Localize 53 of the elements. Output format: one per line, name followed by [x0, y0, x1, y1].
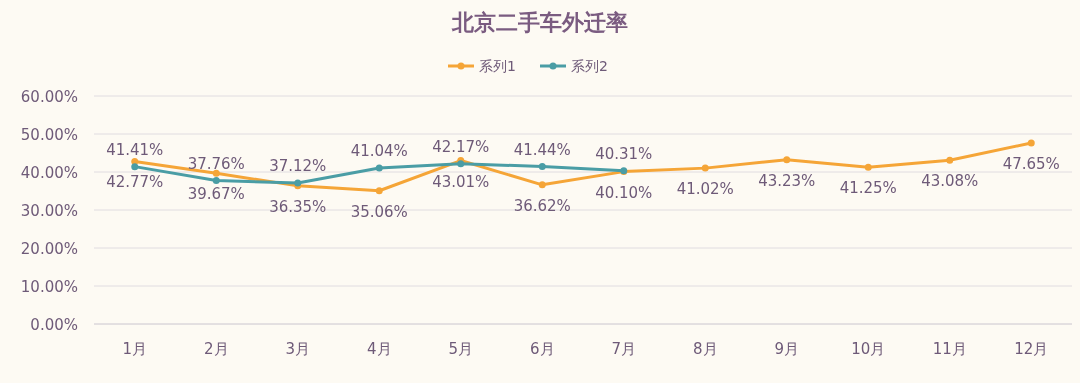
y-tick-label: 30.00%: [20, 202, 78, 220]
data-label: 37.12%: [269, 156, 327, 175]
x-tick-label: 6月: [529, 340, 555, 358]
point: [212, 169, 220, 177]
data-label: 41.04%: [350, 142, 408, 161]
y-tick-label: 40.00%: [20, 164, 78, 182]
data-label: 42.77%: [106, 173, 164, 192]
data-label: 40.10%: [595, 183, 653, 202]
legend-label: 系列1: [479, 58, 516, 74]
point: [1027, 139, 1035, 147]
data-label: 41.44%: [513, 140, 571, 159]
point: [701, 164, 709, 172]
x-tick-label: 3月: [285, 340, 311, 358]
data-label: 43.23%: [758, 171, 816, 190]
point: [946, 156, 954, 164]
data-label: 36.35%: [269, 197, 327, 216]
chart-title: 北京二手车外迁率: [451, 10, 628, 35]
x-tick-label: 4月: [366, 340, 392, 358]
point: [538, 181, 546, 189]
x-tick-label: 9月: [774, 340, 800, 358]
data-label: 40.31%: [595, 144, 653, 163]
point: [538, 163, 546, 171]
y-tick-label: 20.00%: [20, 240, 78, 258]
data-label: 43.08%: [921, 172, 979, 191]
point: [375, 164, 383, 172]
x-tick-label: 10月: [851, 340, 886, 358]
data-label: 37.76%: [187, 154, 245, 173]
data-label: 41.02%: [676, 180, 734, 199]
x-tick-label: 8月: [692, 340, 718, 358]
data-label: 35.06%: [350, 202, 408, 221]
legend-label: 系列2: [571, 58, 608, 74]
point: [212, 177, 220, 185]
y-tick-label: 0.00%: [30, 316, 78, 334]
data-label: 47.65%: [1002, 154, 1060, 173]
y-tick-label: 50.00%: [20, 126, 78, 144]
x-tick-label: 2月: [203, 340, 229, 358]
data-label: 41.25%: [839, 179, 897, 198]
x-tick-label: 7月: [611, 340, 637, 358]
point: [783, 156, 791, 164]
x-tick-label: 5月: [448, 340, 474, 358]
x-tick-label: 1月: [122, 340, 148, 358]
data-label: 43.01%: [432, 172, 490, 191]
data-label: 36.62%: [513, 196, 571, 215]
y-tick-label: 10.00%: [20, 278, 78, 296]
data-label: 42.17%: [432, 137, 490, 156]
y-tick-label: 60.00%: [20, 88, 78, 106]
data-label: 41.41%: [106, 140, 164, 159]
point: [864, 163, 872, 171]
data-label: 39.67%: [187, 185, 245, 204]
point: [131, 163, 139, 171]
x-tick-label: 12月: [1014, 340, 1049, 358]
x-tick-label: 11月: [932, 340, 967, 358]
point: [375, 187, 383, 195]
